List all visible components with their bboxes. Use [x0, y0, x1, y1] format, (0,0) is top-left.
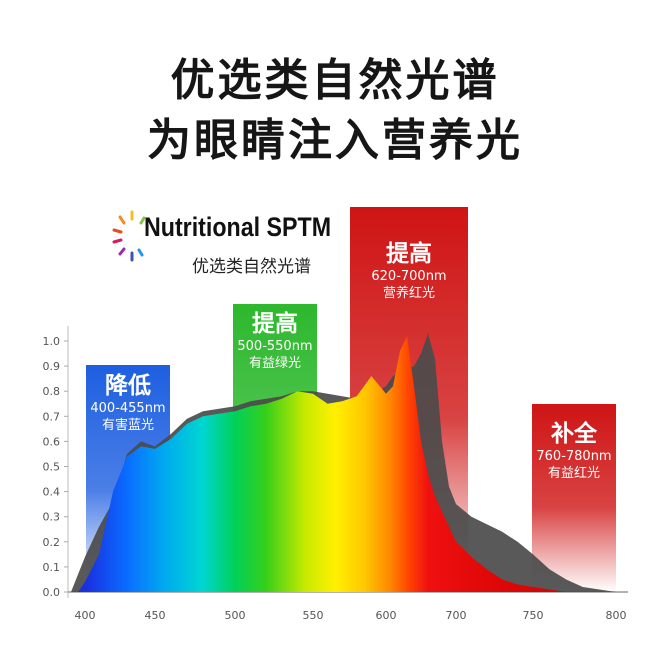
band-title: 补全: [551, 421, 597, 447]
x-tick-label: 800: [606, 609, 627, 622]
y-tick-label: 0.2: [43, 536, 61, 549]
band-range: 400-455nm: [90, 401, 166, 416]
band-desc: 有益红光: [547, 466, 600, 481]
band-range: 760-780nm: [536, 449, 612, 464]
x-tick-label: 600: [376, 609, 397, 622]
product-spectrum-area: [78, 336, 616, 592]
band-desc: 有害蓝光: [101, 418, 154, 433]
band-label-far-red: 补全 760-780nm 有益红光: [532, 420, 616, 482]
y-tick-label: 0.3: [43, 511, 61, 524]
y-tick-label: 0.4: [43, 486, 61, 499]
x-tick-label: 400: [75, 609, 96, 622]
x-tick-label: 500: [225, 609, 246, 622]
x-tick-label: 750: [523, 609, 544, 622]
logo-name: Nutritional SPTM: [144, 212, 332, 242]
band-range: 620-700nm: [371, 269, 447, 284]
y-tick-label: 0.0: [43, 586, 61, 599]
logo-subtitle: 优选类自然光谱: [192, 257, 311, 277]
sunburst-logo-icon: [112, 210, 146, 262]
band-desc: 营养红光: [382, 286, 435, 301]
page-subtitle: 为眼睛注入营养光: [147, 115, 523, 166]
x-tick-label: 550: [303, 609, 324, 622]
page-title: 优选类自然光谱: [170, 55, 500, 106]
y-tick-label: 0.6: [43, 435, 61, 448]
band-label-red: 提高 620-700nm 营养红光: [350, 240, 468, 302]
y-tick-label: 1.0: [43, 335, 61, 348]
band-label-blue: 降低 400-455nm 有害蓝光: [86, 372, 170, 434]
band-title: 降低: [105, 373, 151, 399]
band-desc: 有益绿光: [248, 356, 301, 371]
y-tick-label: 0.1: [43, 561, 61, 574]
x-tick-label: 700: [446, 609, 467, 622]
band-range: 500-550nm: [237, 339, 313, 354]
y-tick-label: 0.9: [43, 360, 61, 373]
y-tick-label: 0.7: [43, 410, 61, 423]
x-tick-label: 450: [145, 609, 166, 622]
band-label-green: 提高 500-550nm 有益绿光: [233, 310, 317, 372]
band-title: 提高: [252, 311, 298, 337]
band-title: 提高: [386, 241, 432, 267]
y-tick-label: 0.5: [43, 461, 61, 474]
band-bg-far-red: [532, 404, 616, 592]
y-tick-label: 0.8: [43, 385, 61, 398]
